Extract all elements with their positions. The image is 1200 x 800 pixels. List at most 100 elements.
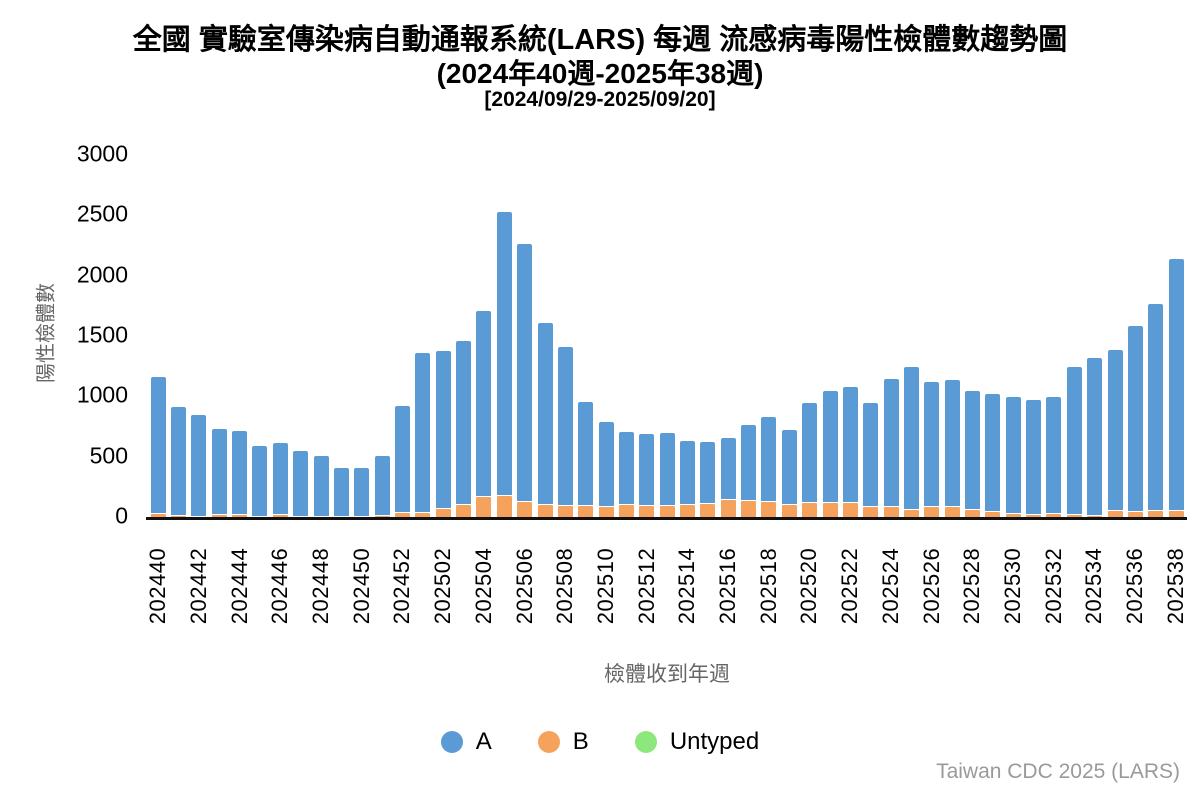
bar-segment-B-202536[interactable] [1126,510,1144,517]
bar-segment-B-202526[interactable] [923,505,941,517]
bar-202533[interactable] [1064,145,1084,517]
bar-202451[interactable] [372,145,392,517]
bar-202513[interactable] [657,145,677,517]
bar-segment-A-202509[interactable] [577,401,595,505]
bar-segment-A-202511[interactable] [617,431,635,505]
bar-segment-B-202531[interactable] [1025,513,1043,517]
bar-202510[interactable] [596,145,616,517]
bar-segment-A-202443[interactable] [210,427,228,515]
bar-segment-B-202504[interactable] [475,495,493,517]
bar-segment-B-202521[interactable] [821,501,839,517]
bar-segment-A-202521[interactable] [821,390,839,502]
bar-segment-B-202449[interactable] [332,516,350,517]
bar-segment-A-202503[interactable] [455,339,473,504]
bar-segment-A-202504[interactable] [475,310,493,496]
bar-segment-B-202535[interactable] [1106,510,1124,517]
bar-segment-A-202524[interactable] [882,377,900,506]
bar-segment-B-202512[interactable] [638,504,656,517]
bar-202512[interactable] [637,145,657,517]
bar-segment-A-202523[interactable] [862,401,880,506]
bar-segment-A-202531[interactable] [1025,399,1043,514]
bar-202503[interactable] [453,145,473,517]
bar-segment-A-202442[interactable] [190,414,208,516]
bar-segment-A-202507[interactable] [536,321,554,504]
bar-segment-B-202442[interactable] [190,515,208,517]
bar-202502[interactable] [433,145,453,517]
bar-segment-B-202506[interactable] [516,501,534,517]
bar-202445[interactable] [250,145,270,517]
bar-202524[interactable] [881,145,901,517]
bar-segment-A-202515[interactable] [699,440,717,504]
bar-segment-A-202522[interactable] [841,386,859,503]
bar-segment-A-202501[interactable] [414,351,432,512]
bar-segment-A-202512[interactable] [638,432,656,505]
bar-segment-A-202449[interactable] [332,466,350,516]
bar-segment-A-202535[interactable] [1106,349,1124,511]
bar-202441[interactable] [168,145,188,517]
bar-segment-B-202533[interactable] [1065,513,1083,517]
bar-segment-B-202443[interactable] [210,514,228,517]
bar-202509[interactable] [576,145,596,517]
bar-segment-A-202502[interactable] [434,349,452,508]
bar-segment-B-202448[interactable] [312,516,330,517]
bar-segment-A-202530[interactable] [1004,395,1022,514]
bar-202530[interactable] [1003,145,1023,517]
bar-segment-A-202446[interactable] [271,441,289,514]
bar-segment-B-202525[interactable] [902,509,920,517]
bar-202521[interactable] [820,145,840,517]
bar-segment-A-202534[interactable] [1086,356,1104,515]
bar-segment-B-202516[interactable] [719,498,737,517]
bar-202507[interactable] [535,145,555,517]
bar-202528[interactable] [962,145,982,517]
bar-segment-A-202505[interactable] [495,211,513,495]
bar-202523[interactable] [861,145,881,517]
legend-item-untyped[interactable]: Untyped [634,728,759,756]
bar-202511[interactable] [616,145,636,517]
bar-202446[interactable] [270,145,290,517]
bar-segment-A-202519[interactable] [780,428,798,505]
bar-segment-B-202447[interactable] [292,515,310,517]
bar-segment-B-202440[interactable] [149,513,167,517]
bar-202538[interactable] [1166,145,1186,517]
bar-202452[interactable] [392,145,412,517]
bar-segment-A-202520[interactable] [801,402,819,502]
bar-segment-A-202517[interactable] [740,424,758,501]
bar-202536[interactable] [1125,145,1145,517]
bar-segment-B-202452[interactable] [393,512,411,517]
bar-202449[interactable] [331,145,351,517]
bar-202534[interactable] [1085,145,1105,517]
bar-segment-A-202525[interactable] [902,365,920,510]
bar-segment-B-202519[interactable] [780,504,798,517]
bar-segment-B-202532[interactable] [1045,512,1063,517]
bar-segment-A-202514[interactable] [679,440,697,505]
bar-segment-B-202529[interactable] [984,510,1002,517]
bar-segment-B-202451[interactable] [373,514,391,517]
bar-202535[interactable] [1105,145,1125,517]
bar-202522[interactable] [840,145,860,517]
bar-202527[interactable] [942,145,962,517]
bar-segment-B-202502[interactable] [434,507,452,517]
bar-segment-A-202448[interactable] [312,455,330,516]
bar-segment-A-202508[interactable] [556,345,574,505]
bar-segment-A-202527[interactable] [943,379,961,507]
bar-segment-A-202538[interactable] [1167,257,1185,511]
bar-segment-A-202518[interactable] [760,415,778,502]
bar-202514[interactable] [677,145,697,517]
bar-segment-A-202451[interactable] [373,455,391,515]
bar-202531[interactable] [1023,145,1043,517]
bar-segment-A-202452[interactable] [393,404,411,513]
bar-202444[interactable] [229,145,249,517]
bar-202443[interactable] [209,145,229,517]
bar-segment-B-202446[interactable] [271,513,289,517]
bar-segment-B-202524[interactable] [882,505,900,517]
bar-segment-B-202515[interactable] [699,503,717,517]
bar-202532[interactable] [1044,145,1064,517]
bar-202529[interactable] [983,145,1003,517]
bar-segment-B-202509[interactable] [577,504,595,517]
bar-segment-B-202534[interactable] [1086,514,1104,517]
bar-segment-B-202510[interactable] [597,505,615,517]
bar-segment-B-202530[interactable] [1004,513,1022,517]
bar-segment-A-202537[interactable] [1147,302,1165,511]
bar-segment-B-202517[interactable] [740,500,758,517]
bar-202525[interactable] [901,145,921,517]
